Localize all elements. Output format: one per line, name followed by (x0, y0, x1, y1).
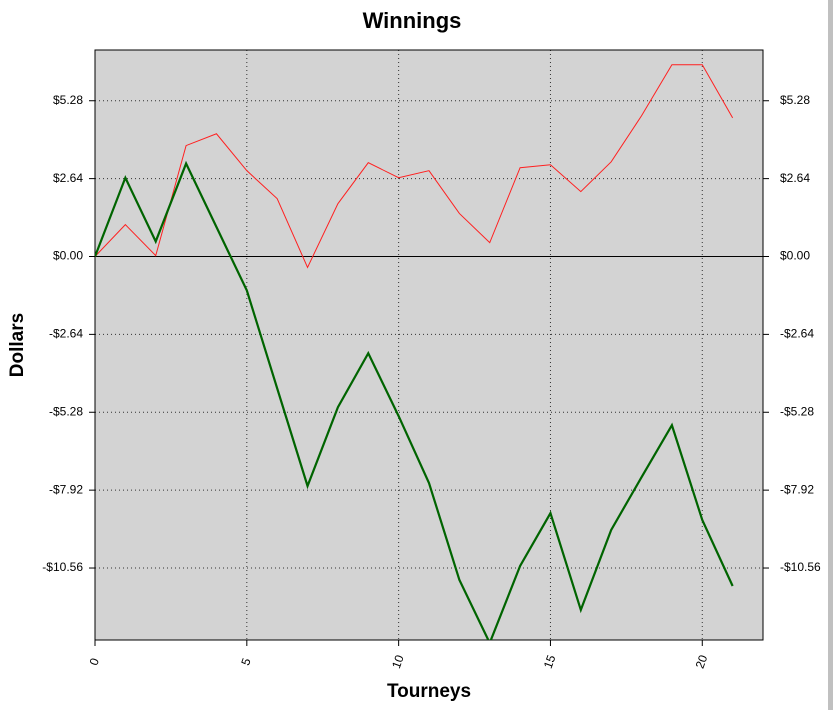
y2-tick-label: -$5.28 (780, 404, 814, 418)
y2-tick-label: -$2.64 (780, 327, 814, 341)
x-tick-label: 10 (389, 653, 407, 671)
y2-tick-label: $5.28 (780, 93, 810, 107)
x-tick-label: 5 (238, 656, 254, 667)
x-tick-label: 0 (87, 656, 103, 667)
x-tick-label: 15 (541, 653, 559, 671)
x-axis-title: Tourneys (387, 681, 471, 702)
x-tick-label: 20 (693, 653, 711, 671)
plot-area (95, 50, 763, 640)
y-tick-label: $2.64 (53, 171, 83, 185)
chart-title: Winnings (363, 8, 462, 33)
y-tick-label: $0.00 (53, 249, 83, 263)
y-tick-label: -$5.28 (49, 404, 83, 418)
y-tick-label: $5.28 (53, 93, 83, 107)
line-series (95, 160, 734, 640)
y2-tick-label: $0.00 (780, 249, 810, 263)
y2-tick-label: -$7.92 (780, 482, 814, 496)
y-tick-label: -$7.92 (49, 482, 83, 496)
plot-border (94, 49, 764, 641)
y2-tick-label: $2.64 (780, 171, 810, 185)
y-tick-label: -$2.64 (49, 327, 83, 341)
y-axis-title: Dollars (7, 313, 28, 377)
line-series (95, 64, 734, 269)
y-tick-label: -$10.56 (42, 560, 83, 574)
window-edge (828, 0, 833, 710)
y2-tick-label: -$10.56 (780, 560, 821, 574)
